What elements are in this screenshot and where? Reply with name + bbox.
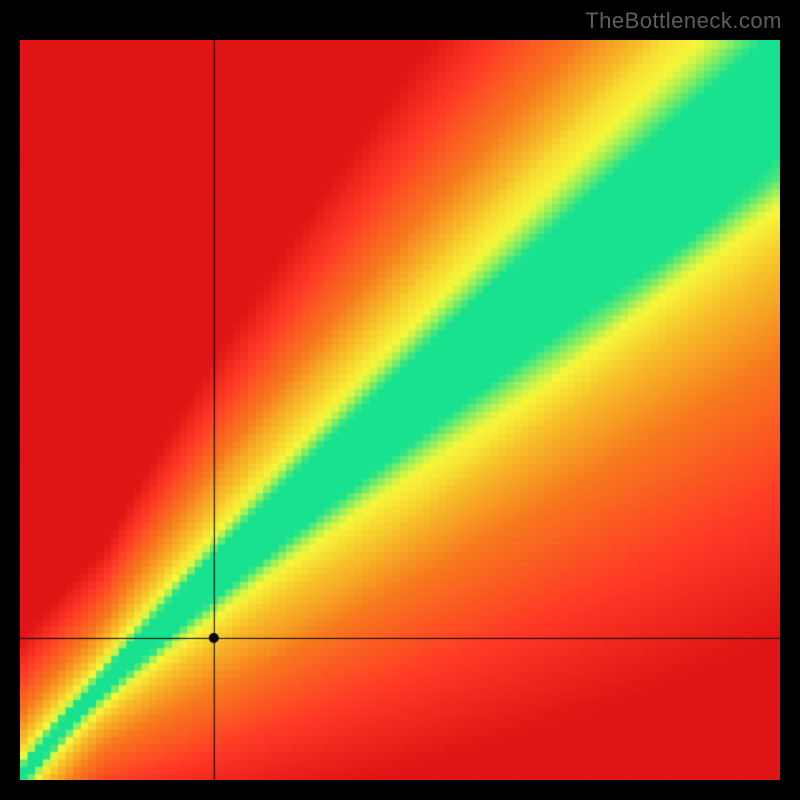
heatmap-canvas — [20, 40, 780, 780]
watermark-text: TheBottleneck.com — [585, 8, 782, 34]
chart-container: TheBottleneck.com — [0, 0, 800, 800]
bottleneck-heatmap — [20, 40, 780, 780]
